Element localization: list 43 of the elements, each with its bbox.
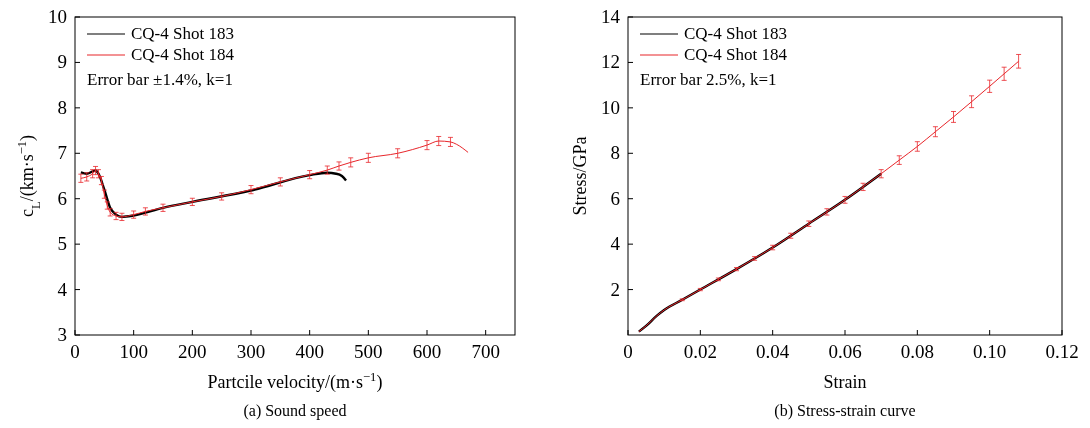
x-tick-label: 700 <box>471 341 500 362</box>
text: (a) Sound speed <box>243 402 347 420</box>
x-axis-title: Partcile velocity/(m·s$^{−1}$) <box>207 370 383 393</box>
y-tick-label: 4 <box>57 278 68 300</box>
x-tick-label: 0.06 <box>828 341 862 362</box>
y-tick-label: 4 <box>610 233 621 255</box>
x-tick-label: 400 <box>295 341 324 362</box>
annotation: Error bar 2.5%, k=1 <box>640 70 777 89</box>
x-tick-label: 0 <box>623 341 633 362</box>
x-tick-label: 0.08 <box>900 341 934 362</box>
line-series <box>637 172 883 333</box>
x-tick-label: 0.10 <box>973 341 1007 362</box>
y-tick-label: 10 <box>48 6 67 27</box>
legend-label: CQ-4 Shot 183 <box>684 24 787 43</box>
y-tick-label: 6 <box>57 187 67 209</box>
y-tick-label: 8 <box>610 142 620 164</box>
y-tick-label: 14 <box>601 6 621 27</box>
legend-label: CQ-4 Shot 183 <box>131 24 234 43</box>
x-tick-label: 600 <box>412 341 442 362</box>
y-tick-label: 7 <box>57 142 67 164</box>
x-tick-label: 200 <box>178 341 207 362</box>
y-tick-label: 10 <box>601 96 620 118</box>
x-tick-label: 0.04 <box>756 341 790 362</box>
x-tick-label: 0 <box>70 341 80 362</box>
x-tick-label: 300 <box>236 341 266 362</box>
legend-label: CQ-4 Shot 184 <box>684 45 788 64</box>
y-tick-label: 9 <box>57 51 67 73</box>
y-axis-title: Stress/GPa <box>570 136 590 216</box>
y-tick-label: 2 <box>610 278 620 300</box>
text: (b) Stress-strain curve <box>774 402 916 420</box>
annotation: Error bar ±1.4%, k=1 <box>87 70 233 89</box>
x-tick-label: 0.02 <box>683 341 717 362</box>
y-tick-label: 5 <box>57 233 67 255</box>
x-tick-label: 500 <box>354 341 383 362</box>
y-tick-label: 3 <box>57 324 67 345</box>
y-tick-label: 8 <box>57 96 67 118</box>
x-tick-label: 0.12 <box>1045 341 1079 362</box>
y-tick-label: 6 <box>610 187 620 209</box>
y-tick-label: 12 <box>601 51 620 73</box>
line-series <box>79 169 348 219</box>
x-axis-title: Strain <box>823 372 867 392</box>
x-tick-label: 100 <box>119 341 148 362</box>
legend-label: CQ-4 Shot 184 <box>131 45 235 64</box>
